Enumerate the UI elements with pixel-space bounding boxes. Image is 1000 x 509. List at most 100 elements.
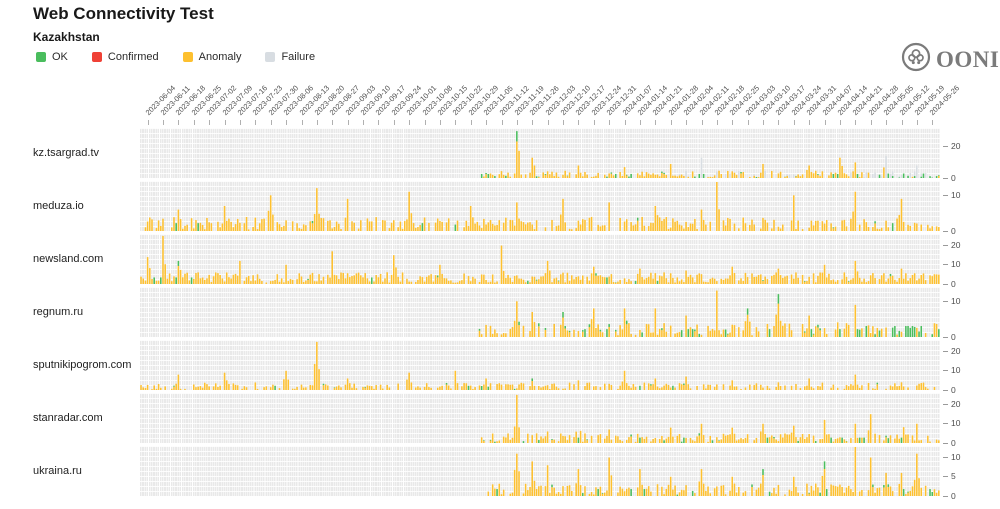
x-axis-tick (686, 120, 688, 125)
legend: OK Confirmed Anomaly Failure (36, 51, 315, 63)
y-axis-tick (943, 423, 948, 425)
legend-item-anomaly: Anomaly (182, 51, 242, 63)
legend-swatch (265, 52, 276, 62)
y-axis-tick-label: 10 (951, 259, 961, 270)
x-axis-tick (532, 120, 534, 125)
x-axis-tick (286, 120, 288, 125)
x-axis-tick (624, 120, 626, 125)
legend-swatch (91, 52, 102, 62)
y-axis-tick (943, 442, 948, 444)
bars-svg (487, 447, 940, 496)
y-axis-tick (943, 245, 948, 247)
x-axis-tick (178, 120, 180, 125)
x-axis-tick (563, 120, 565, 125)
x-axis-tick (747, 120, 749, 125)
y-axis-tick-label: 20 (951, 141, 961, 152)
x-axis-tick (347, 120, 349, 125)
x-axis-tick (809, 120, 811, 125)
x-axis-tick (793, 120, 795, 125)
y-axis-tick-label: 0 (951, 278, 956, 289)
y-axis-tick-label: 5 (951, 471, 956, 482)
y-axis-tick-label: 0 (951, 225, 956, 236)
x-axis-tick (147, 120, 149, 125)
site-label: stanradar.com (33, 412, 103, 424)
y-axis-tick-label: 10 (951, 295, 961, 306)
plot-area-ukraina-ru[interactable] (140, 446, 940, 496)
x-axis-tick (655, 120, 657, 125)
y-axis-tick (943, 336, 948, 338)
plot-area-meduza-io[interactable] (140, 181, 940, 231)
plot-area-stanradar-com[interactable] (140, 393, 940, 443)
x-axis-tick (393, 120, 395, 125)
bars-svg (480, 394, 940, 443)
site-label: sputnikipogrom.com (33, 359, 132, 371)
plot-area-kz-tsargrad-tv[interactable] (140, 128, 940, 178)
x-axis-tick (424, 120, 426, 125)
legend-swatch (182, 52, 193, 62)
x-axis-tick (316, 120, 318, 125)
ooni-logo-text: OONI (936, 46, 1000, 72)
y-axis-tick (943, 389, 948, 391)
x-axis-tick (470, 120, 472, 125)
x-axis-tick (593, 120, 595, 125)
y-axis-tick (943, 476, 948, 478)
x-axis-tick (378, 120, 380, 125)
x-axis-tick (332, 120, 334, 125)
bars-svg (140, 341, 936, 390)
site-label: kz.tsargrad.tv (33, 147, 100, 159)
legend-item-failure: Failure (265, 51, 315, 63)
x-axis-tick (870, 120, 872, 125)
plot-area-regnum-ru[interactable] (140, 287, 940, 337)
x-axis-tick (440, 120, 441, 125)
plot-area-sputnikipogrom-com[interactable] (140, 340, 940, 390)
y-axis-tick (943, 351, 948, 353)
y-axis-tick (943, 370, 948, 372)
x-axis-tick (640, 120, 641, 125)
y-axis-tick-label: 0 (951, 437, 956, 448)
x-axis-tick (224, 120, 226, 125)
x-axis-tick (270, 120, 272, 125)
site-label: meduza.io (33, 200, 84, 212)
x-axis-tick (916, 120, 918, 125)
x-axis-tick (840, 120, 841, 125)
x-axis-tick (732, 120, 734, 125)
x-axis-tick (824, 120, 826, 125)
x-axis-tick (609, 120, 611, 125)
y-axis-tick-label: 20 (951, 399, 961, 410)
x-axis-tick (193, 120, 195, 125)
bars-svg (478, 290, 940, 337)
y-axis-tick (943, 457, 948, 459)
bars-svg (140, 235, 940, 284)
y-axis-tick (943, 264, 948, 266)
legend-label: OK (52, 51, 68, 63)
y-axis-tick (943, 194, 948, 196)
legend-label: Confirmed (107, 51, 159, 63)
y-axis-tick-label: 0 (951, 172, 956, 183)
bars-svg (144, 182, 940, 231)
ooni-logo[interactable]: OONI (901, 42, 999, 77)
x-axis-tick (701, 120, 703, 125)
x-axis-tick (363, 120, 365, 125)
y-axis-tick-label: 10 (951, 418, 961, 429)
x-axis-tick (778, 120, 780, 125)
plot-area-newsland-com[interactable] (140, 234, 940, 284)
x-axis-tick (547, 120, 549, 125)
x-axis-tick (670, 120, 672, 125)
y-axis-tick-label: 10 (951, 365, 961, 376)
legend-label: Anomaly (198, 51, 242, 63)
bars-svg (480, 131, 940, 178)
y-axis-tick-label: 10 (951, 452, 961, 463)
y-axis-tick-label: 0 (951, 384, 956, 395)
legend-label: Failure (281, 51, 316, 63)
page-title: Web Connectivity Test (33, 4, 214, 23)
y-axis-tick-label: 20 (951, 346, 961, 357)
x-axis-tick (501, 120, 503, 125)
x-axis-tick (578, 120, 580, 125)
legend-item-ok: OK (36, 51, 68, 63)
site-label: regnum.ru (33, 306, 84, 318)
x-axis-tick (716, 120, 718, 125)
x-axis-tick (886, 120, 888, 125)
legend-swatch (36, 52, 46, 62)
site-label: ukraina.ru (33, 465, 82, 477)
